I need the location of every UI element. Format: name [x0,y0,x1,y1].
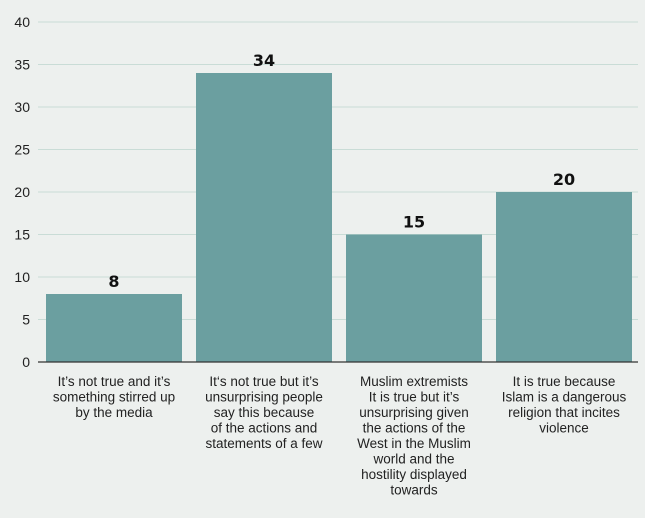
y-tick-label: 15 [14,227,30,243]
category-label-line: the actions of the [363,421,466,436]
bar [496,192,632,362]
category-label: It is true because Islam is a dangerous re… [502,374,627,436]
category-label-line: towards [390,483,438,498]
data-label: 20 [553,170,575,189]
bars [46,73,632,362]
category-label-line: say this because [214,405,315,420]
category-label-line: hostility displayed [361,467,467,482]
category-label-line: It’s not true and it’s [58,374,171,389]
y-tick-label: 0 [22,354,30,370]
category-label-line: something stirred up [53,390,175,405]
category-label-line: It is true but it’s [369,390,460,405]
category-label: Muslim extremists It is true but it’s unsu… [357,374,471,498]
category-label-line: violence [539,421,589,436]
category-label-line: by the media [75,405,153,420]
bar [196,73,332,362]
bar [46,294,182,362]
category-label-line: of the actions and [211,421,318,436]
category-label-line: unsurprising given [359,405,469,420]
gridlines [38,21,638,320]
category-label: It’s not true and it’s something stirred … [53,374,175,420]
data-label: 8 [108,272,119,291]
data-label: 15 [403,213,425,232]
category-label-line: It‘s not true but it’s [209,374,319,389]
category-label-line: Muslim extremists [360,374,468,389]
y-tick-label: 40 [14,14,30,30]
y-axis-ticks: 0 5 10 15 20 25 30 35 40 [14,14,30,370]
category-label: It‘s not true but it’s unsurprising peopl… [205,374,323,451]
bar [346,234,482,362]
category-label-line: unsurprising people [205,390,323,405]
category-label-line: West in the Muslim [357,436,471,451]
category-label-line: religion that incites [508,405,620,420]
y-tick-label: 10 [14,269,30,285]
category-labels: It’s not true and it’s something stirred … [53,374,627,498]
y-tick-label: 25 [14,142,30,158]
y-tick-label: 35 [14,57,30,73]
data-label: 34 [253,51,275,70]
data-labels: 8 34 15 20 [108,51,575,291]
category-label-line: Islam is a dangerous [502,390,627,405]
y-tick-label: 20 [14,184,30,200]
category-label-line: It is true because [513,374,616,389]
y-tick-label: 5 [22,312,30,328]
category-label-line: world and the [372,452,454,467]
category-label-line: statements of a few [205,436,322,451]
y-tick-label: 30 [14,99,30,115]
